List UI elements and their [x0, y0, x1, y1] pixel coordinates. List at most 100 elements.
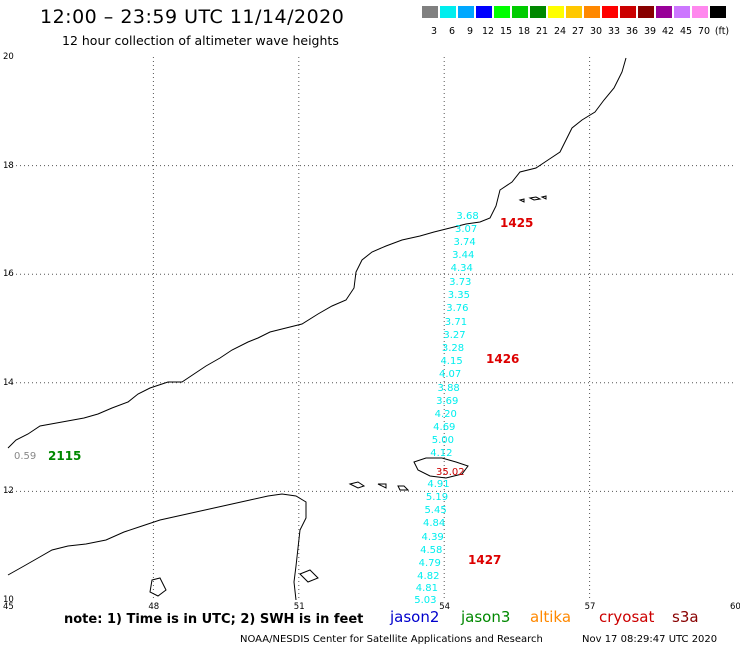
swh-value: 4.07: [438, 369, 462, 381]
lat-tick-label: 12: [3, 486, 14, 497]
socotra-island: [413, 457, 469, 479]
swh-value: 3.68: [456, 211, 479, 223]
swh-value: 4.69: [433, 422, 456, 434]
legend-label: 27: [571, 26, 585, 37]
footer-note: note: 1) Time is in UTC; 2) SWH is in fe…: [64, 612, 364, 627]
swh-value: 4.79: [418, 557, 441, 569]
lat-lon-grid: [8, 57, 735, 600]
swh-value: 5.03: [414, 595, 437, 607]
legend-label: 45: [679, 26, 693, 37]
swh-value: 3.44: [452, 250, 475, 262]
legend-label: 21: [535, 26, 549, 37]
page-subtitle: 12 hour collection of altimeter wave hei…: [62, 33, 339, 48]
swh-value: 3.69: [436, 395, 459, 407]
legend-swatch: [476, 6, 492, 18]
swh-value: 3.28: [441, 343, 465, 355]
lon-tick-label: 54: [439, 602, 451, 612]
legend-swatch: [692, 6, 708, 18]
swh-value: 4.91: [427, 478, 450, 490]
swh-value: 4.58: [420, 544, 443, 556]
swh-value: 5.19: [425, 491, 449, 503]
lon-tick-label: 51: [293, 602, 305, 612]
legend-label: 15: [499, 26, 513, 37]
swh-value: 4.82: [417, 570, 440, 582]
coastline-segment: [7, 57, 627, 449]
swh-value: 35.02: [436, 467, 465, 478]
pass-time-label: 1426: [486, 352, 520, 366]
pass-time-label: 1427: [468, 553, 502, 567]
legend-swatch: [620, 6, 636, 18]
legend-swatch: [602, 6, 618, 18]
legend-label: 36: [625, 26, 639, 37]
legend-swatch: [710, 6, 726, 18]
swh-value: 3.07: [454, 223, 478, 235]
swh-value: 3.27: [443, 329, 466, 341]
legend-swatch: [548, 6, 564, 18]
small-island: [149, 577, 167, 597]
swh-value: 5.00: [431, 435, 454, 447]
satellite-s3a: s3a: [672, 608, 699, 626]
swh-value: 4.12: [430, 448, 453, 460]
lat-tick-label: 10: [3, 595, 14, 605]
lon-tick-label: 45: [3, 602, 14, 612]
legend-swatch: [638, 6, 654, 18]
legend-label: 12: [481, 26, 495, 37]
pass-time-label: 2115: [48, 449, 82, 463]
page-title: 12:00 – 23:59 UTC 11/14/2020: [40, 6, 345, 28]
small-island: [348, 481, 366, 489]
legend-swatch: [584, 6, 600, 18]
swh-value: 3.35: [447, 289, 470, 301]
swh-value: 3.76: [446, 302, 469, 314]
lat-tick-label: 20: [3, 52, 14, 62]
swh-value: 4.84: [422, 517, 446, 529]
legend-swatch: [458, 6, 474, 18]
coastline-segment: [7, 493, 307, 601]
small-island: [518, 198, 525, 203]
legend-swatch: [674, 6, 690, 18]
legend-label: 39: [643, 26, 657, 37]
legend-swatch: [656, 6, 672, 18]
islands: [149, 195, 547, 597]
legend-label: 9: [466, 26, 474, 37]
satellite-jason2: jason2: [390, 608, 440, 626]
legend-swatch: [530, 6, 546, 18]
lon-tick-label: 48: [148, 602, 160, 612]
swh-value: 0.59: [14, 451, 37, 462]
small-island: [528, 196, 542, 201]
legend-label: 24: [553, 26, 567, 37]
legend-swatch: [494, 6, 510, 18]
swh-value: 4.39: [421, 531, 444, 543]
coastline: [7, 57, 627, 601]
small-island: [540, 195, 547, 200]
legend-label: 3: [430, 26, 438, 37]
small-island: [397, 485, 410, 491]
credit-line: NOAA/NESDIS Center for Satellite Applica…: [240, 634, 543, 645]
swh-value: 4.34: [450, 263, 473, 275]
legend-label: 30: [589, 26, 603, 37]
swh-value: 4.20: [434, 408, 457, 420]
pass-time-label: 1425: [500, 216, 534, 230]
swh-value: 3.71: [444, 316, 468, 328]
swh-value: 3.88: [437, 382, 460, 394]
legend-swatch: [422, 6, 438, 18]
generated-timestamp: Nov 17 08:29:47 UTC 2020: [582, 634, 718, 645]
swh-value: 3.73: [449, 276, 472, 288]
lon-tick-label: 60: [730, 602, 740, 612]
legend-label: (ft): [714, 26, 730, 37]
legend-label: 18: [517, 26, 531, 37]
legend-label: 70: [697, 26, 711, 37]
small-island: [377, 483, 387, 489]
swh-value: 5.45: [424, 504, 447, 516]
legend-swatch: [512, 6, 528, 18]
lat-tick-label: 16: [3, 269, 14, 280]
satellite-altika: altika: [530, 608, 572, 626]
legend-label: 33: [607, 26, 621, 37]
lat-tick-label: 18: [3, 160, 14, 171]
small-island: [299, 569, 319, 583]
satellite-cryosat: cryosat: [599, 608, 655, 626]
legend-label: 6: [448, 26, 456, 37]
legend-swatch: [566, 6, 582, 18]
legend-label: 42: [661, 26, 675, 37]
lat-tick-label: 14: [3, 377, 14, 388]
